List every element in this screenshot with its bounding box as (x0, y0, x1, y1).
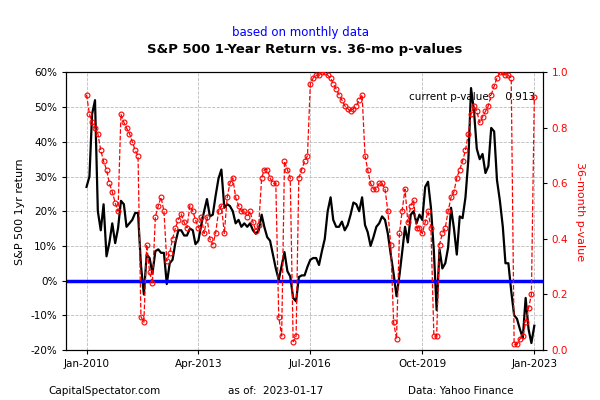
Text: based on monthly data: based on monthly data (232, 26, 368, 39)
Text: current p-value:    0.913: current p-value: 0.913 (409, 92, 536, 102)
Y-axis label: S&P 500 1yr return: S&P 500 1yr return (15, 158, 25, 264)
Title: S&P 500 1-Year Return vs. 36-mo p-values: S&P 500 1-Year Return vs. 36-mo p-values (147, 43, 462, 56)
Text: CapitalSpectator.com: CapitalSpectator.com (48, 386, 160, 396)
Text: Data: Yahoo Finance: Data: Yahoo Finance (408, 386, 514, 396)
Y-axis label: 36-month p-value: 36-month p-value (575, 162, 585, 261)
Text: as of:  2023-01-17: as of: 2023-01-17 (228, 386, 323, 396)
